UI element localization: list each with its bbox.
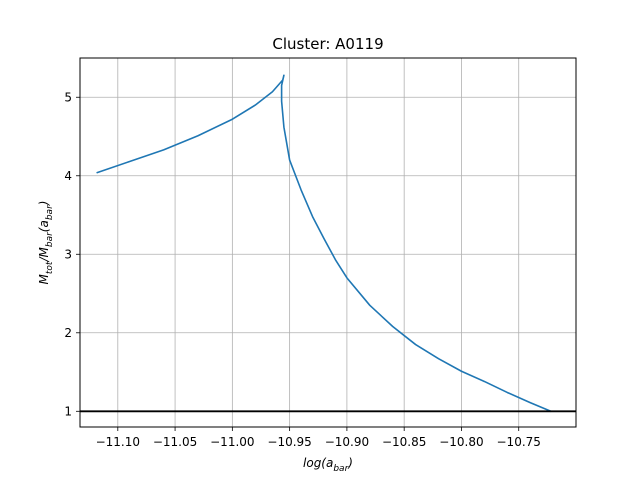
y-tick-label: 1 bbox=[64, 404, 72, 418]
x-tick-label: −10.80 bbox=[439, 435, 483, 449]
x-axis-label-sub: bar bbox=[333, 464, 349, 474]
x-tick-label: −11.05 bbox=[153, 435, 197, 449]
x-axis-label-base: log(a bbox=[303, 456, 333, 470]
x-axis-label-close: ) bbox=[347, 456, 353, 470]
x-axis-label: log(abar) bbox=[303, 456, 353, 474]
y-tick-label: 4 bbox=[64, 169, 72, 183]
x-tick-label: −10.95 bbox=[267, 435, 311, 449]
tick-layer: −11.10 −11.05 −11.00 −10.95 −10.90 −10.85 −10.… bbox=[64, 90, 541, 449]
data-layer bbox=[80, 74, 576, 413]
x-tick-label: −11.10 bbox=[96, 435, 140, 449]
series-line bbox=[96, 74, 552, 413]
x-tick-label: −11.00 bbox=[210, 435, 254, 449]
axes-frame bbox=[79, 57, 577, 428]
y-axis-label: Mtot/Mbar(abar) bbox=[37, 201, 55, 285]
y-tick-label: 5 bbox=[64, 90, 72, 104]
x-tick-label: −10.90 bbox=[325, 435, 369, 449]
x-tick-label: −10.85 bbox=[382, 435, 426, 449]
y-tick-label: 2 bbox=[64, 326, 72, 340]
x-tick-label: −10.75 bbox=[497, 435, 541, 449]
chart-title: Cluster: A0119 bbox=[272, 35, 383, 53]
y-tick-label: 3 bbox=[64, 247, 72, 261]
